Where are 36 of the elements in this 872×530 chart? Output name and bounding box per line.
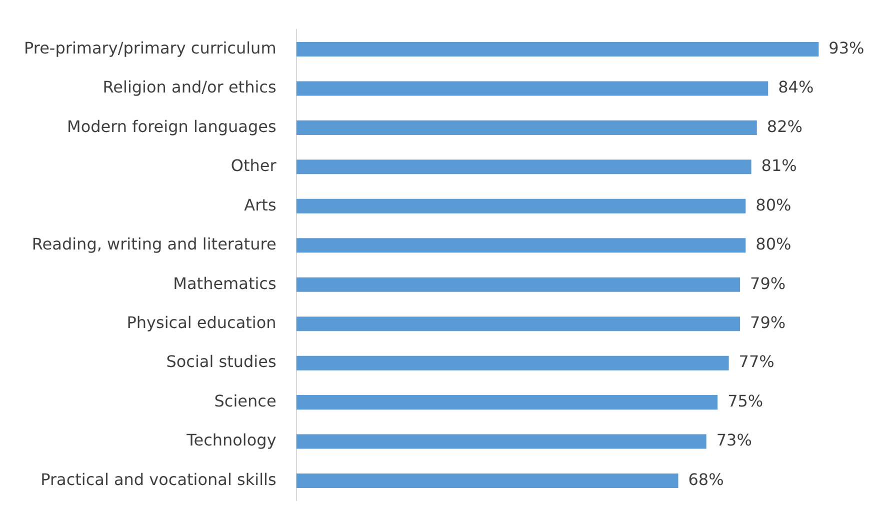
y-tick-label: Modern foreign languages [67, 116, 276, 136]
data-label: 68% [688, 470, 724, 489]
bar [296, 277, 740, 292]
y-tick-label: Pre-primary/primary curriculum [24, 38, 276, 58]
y-tick-label: Practical and vocational skills [40, 470, 276, 489]
bar [296, 474, 678, 488]
data-label: 80% [756, 234, 792, 254]
bar [296, 120, 757, 135]
y-tick-label: Physical education [126, 313, 276, 332]
bar [296, 198, 746, 214]
data-label: 73% [716, 430, 752, 450]
y-tick-label: Social studies [166, 352, 276, 372]
y-tick-label: Reading, writing and literature [32, 234, 276, 254]
data-label: 77% [738, 352, 774, 372]
bar [296, 81, 768, 96]
data-label: 80% [756, 195, 792, 214]
y-tick-label: Religion and/or ethics [102, 78, 276, 97]
y-tick-label: Science [214, 391, 276, 410]
bar [296, 160, 752, 174]
bar [296, 395, 718, 410]
data-label: 79% [750, 274, 786, 293]
bar [296, 316, 740, 332]
data-label: 79% [750, 313, 786, 332]
bar [296, 356, 729, 370]
data-label: 75% [728, 391, 764, 410]
bar [296, 434, 706, 449]
y-tick-label: Technology [186, 430, 276, 450]
data-label: 81% [761, 156, 797, 176]
data-label: 82% [766, 116, 802, 136]
bar [296, 238, 746, 253]
y-tick-label: Other [230, 156, 277, 176]
data-label: 93% [828, 38, 864, 58]
y-tick-label: Arts [244, 195, 276, 214]
bar [296, 42, 819, 56]
data-label: 84% [778, 78, 814, 97]
y-tick-label: Mathematics [173, 274, 276, 293]
